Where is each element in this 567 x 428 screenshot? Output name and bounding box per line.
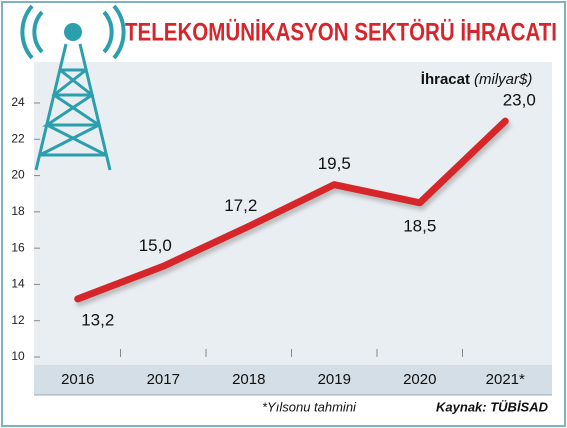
source: Kaynak: TÜBİSAD <box>436 399 549 414</box>
data-label: 19,5 <box>318 154 351 173</box>
data-label: 15,0 <box>139 236 172 255</box>
y-axis-unit: (milyar$) <box>474 71 532 88</box>
x-tick-label: 2018 <box>232 371 265 388</box>
y-tick-label: 20 <box>11 168 25 182</box>
y-tick-label: 24 <box>11 95 25 109</box>
y-tick-label: 14 <box>11 277 25 291</box>
y-tick-label: 22 <box>11 131 25 145</box>
chart-title: TELEKOMÜNİKASYON SEKTÖRÜ İHRACATI <box>125 18 557 47</box>
data-label: 18,5 <box>403 216 436 235</box>
x-tick-label: 2021* <box>486 371 525 388</box>
x-tick-label: 2019 <box>318 371 351 388</box>
x-axis-band <box>34 365 552 395</box>
data-label: 13,2 <box>81 310 114 329</box>
footnote: *Yılsonu tahmini <box>262 399 357 414</box>
plot-background <box>34 62 552 365</box>
y-tick-label: 12 <box>11 313 25 327</box>
x-tick-label: 2017 <box>147 371 180 388</box>
x-tick-label: 2020 <box>403 371 436 388</box>
y-tick-label: 18 <box>11 204 25 218</box>
y-axis-label: İhracat <box>421 71 470 88</box>
tower-icon <box>20 4 126 171</box>
data-label: 17,2 <box>224 196 257 215</box>
data-line <box>74 117 509 303</box>
y-tick-label: 16 <box>11 240 25 254</box>
data-label: 23,0 <box>503 91 536 110</box>
x-tick-label: 2016 <box>61 371 94 388</box>
y-tick-label: 10 <box>11 349 25 363</box>
